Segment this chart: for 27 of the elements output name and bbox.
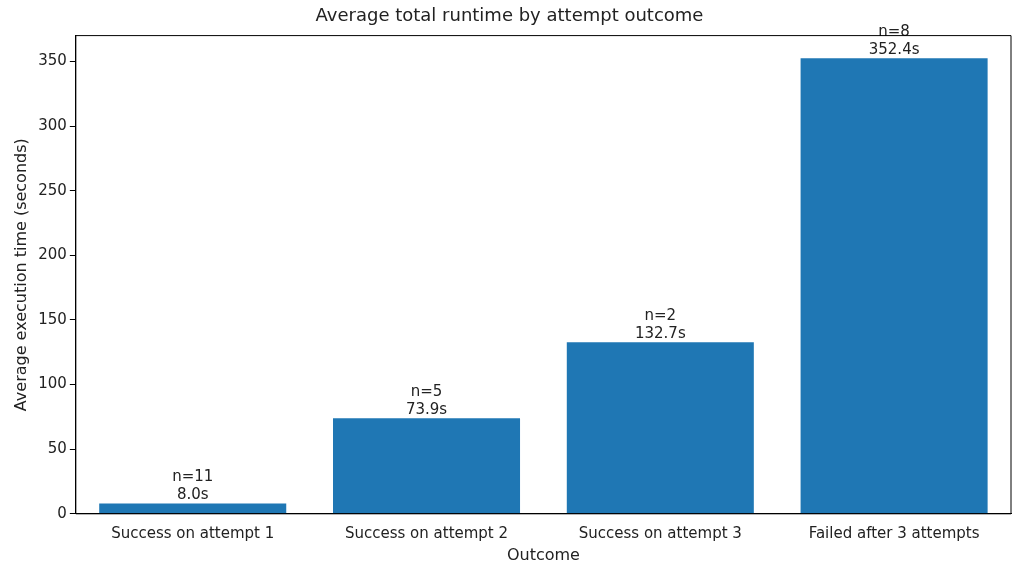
x-tick-label: Success on attempt 2: [344, 523, 509, 542]
annotation: n=5: [410, 381, 443, 400]
y-tick-label: 0: [57, 503, 67, 522]
x-tick-label: Success on attempt 1: [111, 523, 275, 542]
x-tick-label: Success on attempt 3: [578, 523, 742, 542]
bar: [333, 418, 521, 514]
annotation: n=11: [172, 466, 214, 485]
x-tick-label: Failed after 3 attempts: [808, 523, 980, 542]
bar: [99, 503, 287, 514]
bar: [800, 58, 988, 514]
annotation: n=8: [878, 21, 910, 40]
y-tick-label: 200: [38, 245, 67, 264]
data-label: 8.0s: [176, 484, 209, 503]
data-label: 132.7s: [634, 323, 686, 342]
y-axis-title: Average execution time (seconds): [10, 138, 30, 412]
x-axis-title: Outcome: [506, 544, 580, 564]
bar: [566, 342, 754, 514]
y-tick-label: 250: [38, 180, 67, 199]
y-tick-label: 100: [38, 374, 67, 393]
annotation: n=2: [644, 305, 677, 324]
data-label: 352.4s: [868, 39, 920, 58]
y-tick-label: 150: [38, 309, 67, 328]
y-tick-label: 300: [38, 115, 67, 134]
chart-title: Average total runtime by attempt outcome: [315, 4, 704, 26]
y-tick-label: 50: [47, 439, 67, 458]
data-label: 73.9s: [405, 399, 448, 418]
y-tick-label: 350: [38, 51, 67, 70]
